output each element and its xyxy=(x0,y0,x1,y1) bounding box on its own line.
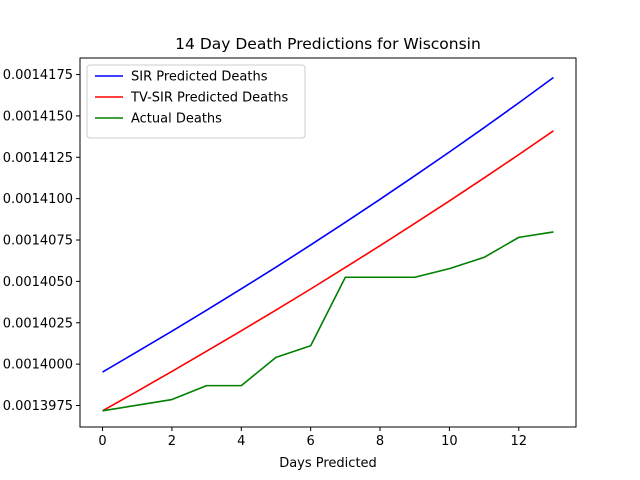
y-axis: 0.0013975 0.0014000 0.0014025 0.0014050 0.00… xyxy=(3,68,80,414)
y-tick-label: 0.0014150 xyxy=(3,109,73,124)
series-line-actual-deaths xyxy=(102,231,554,412)
x-tick-label: 6 xyxy=(307,434,315,449)
x-tick-label: 2 xyxy=(168,434,176,449)
chart-title: 14 Day Death Predictions for Wisconsin xyxy=(175,35,481,53)
series-layer xyxy=(102,76,554,412)
axes-frame xyxy=(79,57,577,428)
x-tick-label: 10 xyxy=(441,434,458,449)
x-tick-label: 0 xyxy=(98,434,106,449)
x-axis-title: Days Predicted xyxy=(279,456,377,471)
series-line-tv-sir-predicted-deaths xyxy=(102,130,554,412)
y-tick-label: 0.0014025 xyxy=(3,316,73,331)
x-tick-label: 12 xyxy=(510,434,527,449)
x-tick-label: 8 xyxy=(376,434,384,449)
legend-label-tv-sir-predicted-deaths: TV-SIR Predicted Deaths xyxy=(130,91,288,106)
y-tick-label: 0.0014075 xyxy=(3,234,73,249)
legend-label-actual-deaths: Actual Deaths xyxy=(131,112,222,127)
series-line-sir-predicted-deaths xyxy=(102,76,554,373)
legend-label-sir-predicted-deaths: SIR Predicted Deaths xyxy=(131,70,268,85)
x-axis: 0 2 4 6 8 10 12 xyxy=(98,427,527,449)
y-tick-label: 0.0014100 xyxy=(3,192,73,207)
y-tick-label: 0.0014125 xyxy=(3,151,73,166)
legend-box xyxy=(86,64,306,139)
legend: SIR Predicted Deaths TV-SIR Predicted Dea… xyxy=(86,64,306,139)
y-tick-label: 0.0014175 xyxy=(3,68,73,83)
y-tick-label: 0.0013975 xyxy=(3,399,73,414)
y-tick-label: 0.0014050 xyxy=(3,275,73,290)
y-tick-label: 0.0014000 xyxy=(3,358,73,373)
x-tick-label: 4 xyxy=(237,434,245,449)
